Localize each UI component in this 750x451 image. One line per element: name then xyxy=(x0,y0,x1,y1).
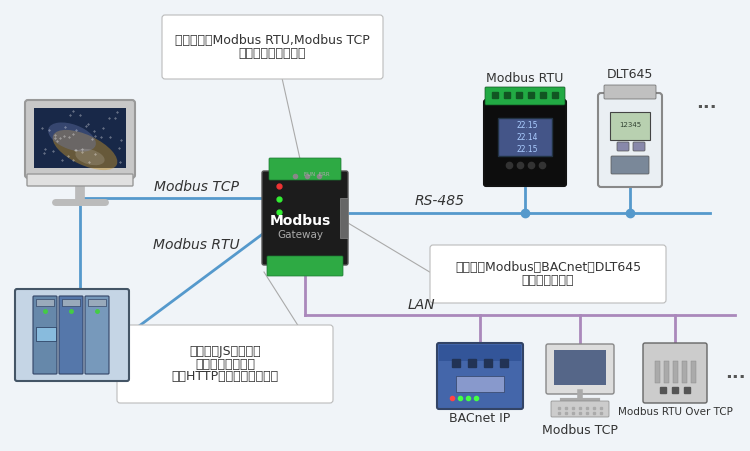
Text: FUN  ERR: FUN ERR xyxy=(304,172,330,178)
Text: 22.14: 22.14 xyxy=(516,133,538,142)
Ellipse shape xyxy=(53,130,117,170)
FancyBboxPatch shape xyxy=(88,299,106,306)
FancyBboxPatch shape xyxy=(340,198,348,238)
Text: 网关支持数据存储: 网关支持数据存储 xyxy=(195,358,255,371)
FancyBboxPatch shape xyxy=(15,289,129,381)
FancyBboxPatch shape xyxy=(598,93,662,187)
FancyBboxPatch shape xyxy=(269,158,341,180)
Text: LAN: LAN xyxy=(408,298,436,312)
FancyBboxPatch shape xyxy=(36,327,56,341)
FancyBboxPatch shape xyxy=(25,100,135,178)
FancyBboxPatch shape xyxy=(162,15,383,79)
FancyBboxPatch shape xyxy=(610,112,650,140)
FancyBboxPatch shape xyxy=(655,361,660,383)
FancyBboxPatch shape xyxy=(554,350,606,385)
Text: Modbus TCP: Modbus TCP xyxy=(542,424,618,437)
FancyBboxPatch shape xyxy=(633,142,645,151)
Text: DLT645: DLT645 xyxy=(607,68,653,80)
Text: ...: ... xyxy=(724,364,746,382)
FancyBboxPatch shape xyxy=(27,174,133,186)
Text: ...: ... xyxy=(696,94,716,112)
FancyBboxPatch shape xyxy=(62,299,80,306)
Ellipse shape xyxy=(48,123,96,152)
Text: 12345: 12345 xyxy=(619,122,641,128)
FancyBboxPatch shape xyxy=(604,85,656,99)
FancyBboxPatch shape xyxy=(59,296,83,374)
Text: Modbus RTU: Modbus RTU xyxy=(153,238,239,252)
FancyBboxPatch shape xyxy=(117,325,333,403)
FancyBboxPatch shape xyxy=(34,108,126,168)
FancyBboxPatch shape xyxy=(36,299,54,306)
FancyBboxPatch shape xyxy=(673,361,678,383)
FancyBboxPatch shape xyxy=(682,361,687,383)
Text: RS-485: RS-485 xyxy=(415,194,465,208)
FancyBboxPatch shape xyxy=(546,344,614,394)
FancyBboxPatch shape xyxy=(611,156,649,174)
FancyBboxPatch shape xyxy=(267,256,343,276)
FancyBboxPatch shape xyxy=(643,343,707,403)
FancyBboxPatch shape xyxy=(456,376,504,392)
FancyBboxPatch shape xyxy=(484,100,566,186)
FancyBboxPatch shape xyxy=(498,118,552,156)
Text: Gateway: Gateway xyxy=(277,230,323,240)
Text: Modbus: Modbus xyxy=(269,214,331,228)
FancyBboxPatch shape xyxy=(617,142,629,151)
Text: 通过HTTP接口输出网关数据: 通过HTTP接口输出网关数据 xyxy=(172,370,278,383)
Text: 服务器对外提供数据: 服务器对外提供数据 xyxy=(238,47,306,60)
Text: Modbus RTU: Modbus RTU xyxy=(486,72,564,84)
Text: 22.15: 22.15 xyxy=(516,144,538,153)
Text: Modbus RTU Over TCP: Modbus RTU Over TCP xyxy=(617,407,733,417)
FancyBboxPatch shape xyxy=(262,171,348,265)
FancyBboxPatch shape xyxy=(85,296,109,374)
Text: BACnet IP: BACnet IP xyxy=(449,411,511,424)
Ellipse shape xyxy=(76,149,104,165)
Text: 等数据采集驱动: 等数据采集驱动 xyxy=(522,274,574,287)
FancyBboxPatch shape xyxy=(437,343,523,409)
FancyBboxPatch shape xyxy=(430,245,666,303)
Text: 22.15: 22.15 xyxy=(516,120,538,129)
Text: 网关内嵌Modbus，BACnet，DLT645: 网关内嵌Modbus，BACnet，DLT645 xyxy=(455,261,641,274)
FancyBboxPatch shape xyxy=(691,361,696,383)
Text: 网关支持JS脚本编程: 网关支持JS脚本编程 xyxy=(189,345,261,358)
Text: 网关可作为Modbus RTU,Modbus TCP: 网关可作为Modbus RTU,Modbus TCP xyxy=(175,34,370,47)
FancyBboxPatch shape xyxy=(33,296,57,374)
FancyBboxPatch shape xyxy=(664,361,669,383)
FancyBboxPatch shape xyxy=(551,401,609,417)
Text: Modbus TCP: Modbus TCP xyxy=(154,180,238,194)
FancyBboxPatch shape xyxy=(439,345,521,361)
FancyBboxPatch shape xyxy=(485,87,565,105)
